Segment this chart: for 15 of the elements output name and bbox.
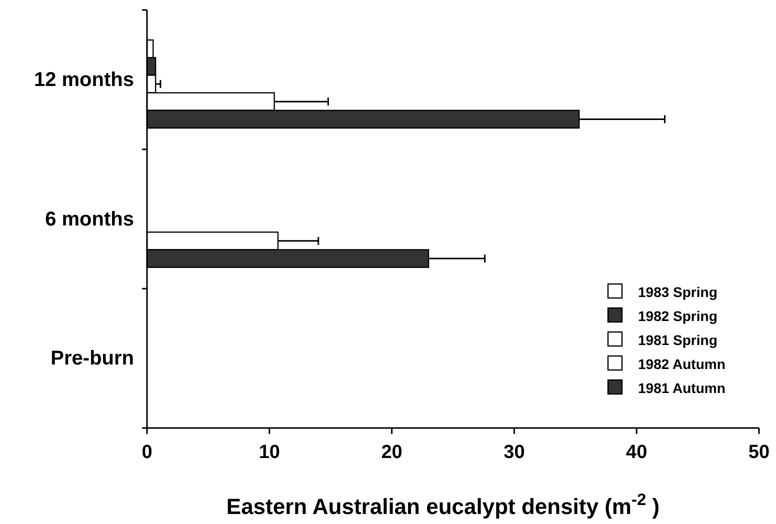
y-tick-label: 6 months: [45, 208, 134, 230]
legend-label: 1981 Autumn: [638, 380, 726, 396]
x-axis-title: Eastern Australian eucalypt density (m$^{-2}$ ): [226, 491, 660, 519]
y-tick-label: 12 months: [34, 69, 134, 91]
y-tick-label: Pre-burn: [50, 348, 134, 370]
x-tick-label: 20: [381, 442, 402, 463]
legend-label: 1982 Spring: [638, 308, 718, 324]
legend-label: 1981 Spring: [638, 332, 718, 348]
legend-label: 1982 Autumn: [638, 356, 726, 372]
x-tick-label: 50: [748, 442, 770, 463]
x-tick-label: 10: [258, 442, 280, 463]
legend-label: 1983 Spring: [638, 284, 718, 300]
x-tick-label: 40: [626, 442, 648, 463]
x-tick-label: 30: [504, 442, 525, 463]
x-tick-label: 0: [142, 442, 152, 463]
